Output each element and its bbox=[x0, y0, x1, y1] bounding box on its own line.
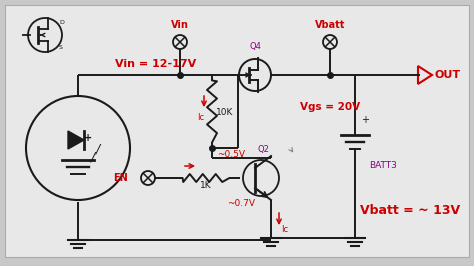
Text: Q2: Q2 bbox=[257, 145, 269, 154]
Text: EN: EN bbox=[113, 173, 128, 183]
Text: Ic: Ic bbox=[281, 225, 288, 234]
Text: OUT: OUT bbox=[435, 70, 461, 80]
Text: /: / bbox=[96, 143, 100, 156]
Polygon shape bbox=[68, 131, 84, 149]
Text: BATT3: BATT3 bbox=[369, 161, 397, 170]
Text: Vbatt = ~ 13V: Vbatt = ~ 13V bbox=[360, 203, 460, 217]
FancyBboxPatch shape bbox=[5, 5, 469, 257]
Text: Vin = 12-17V: Vin = 12-17V bbox=[115, 59, 196, 69]
Text: Vgs = 20V: Vgs = 20V bbox=[300, 102, 360, 112]
Text: +: + bbox=[361, 115, 369, 125]
Text: Vin: Vin bbox=[171, 20, 189, 30]
Text: 1K: 1K bbox=[200, 181, 212, 190]
Text: 10K: 10K bbox=[216, 108, 233, 117]
Text: D: D bbox=[59, 20, 64, 25]
Text: Vbatt: Vbatt bbox=[315, 20, 345, 30]
Text: ~0.5V: ~0.5V bbox=[217, 150, 245, 159]
Text: S: S bbox=[59, 45, 63, 50]
Text: Q4: Q4 bbox=[249, 42, 261, 51]
Text: +: + bbox=[84, 133, 92, 143]
Text: /: / bbox=[91, 151, 95, 164]
Text: ~0.7V: ~0.7V bbox=[227, 199, 255, 208]
Text: Ic: Ic bbox=[198, 113, 205, 122]
